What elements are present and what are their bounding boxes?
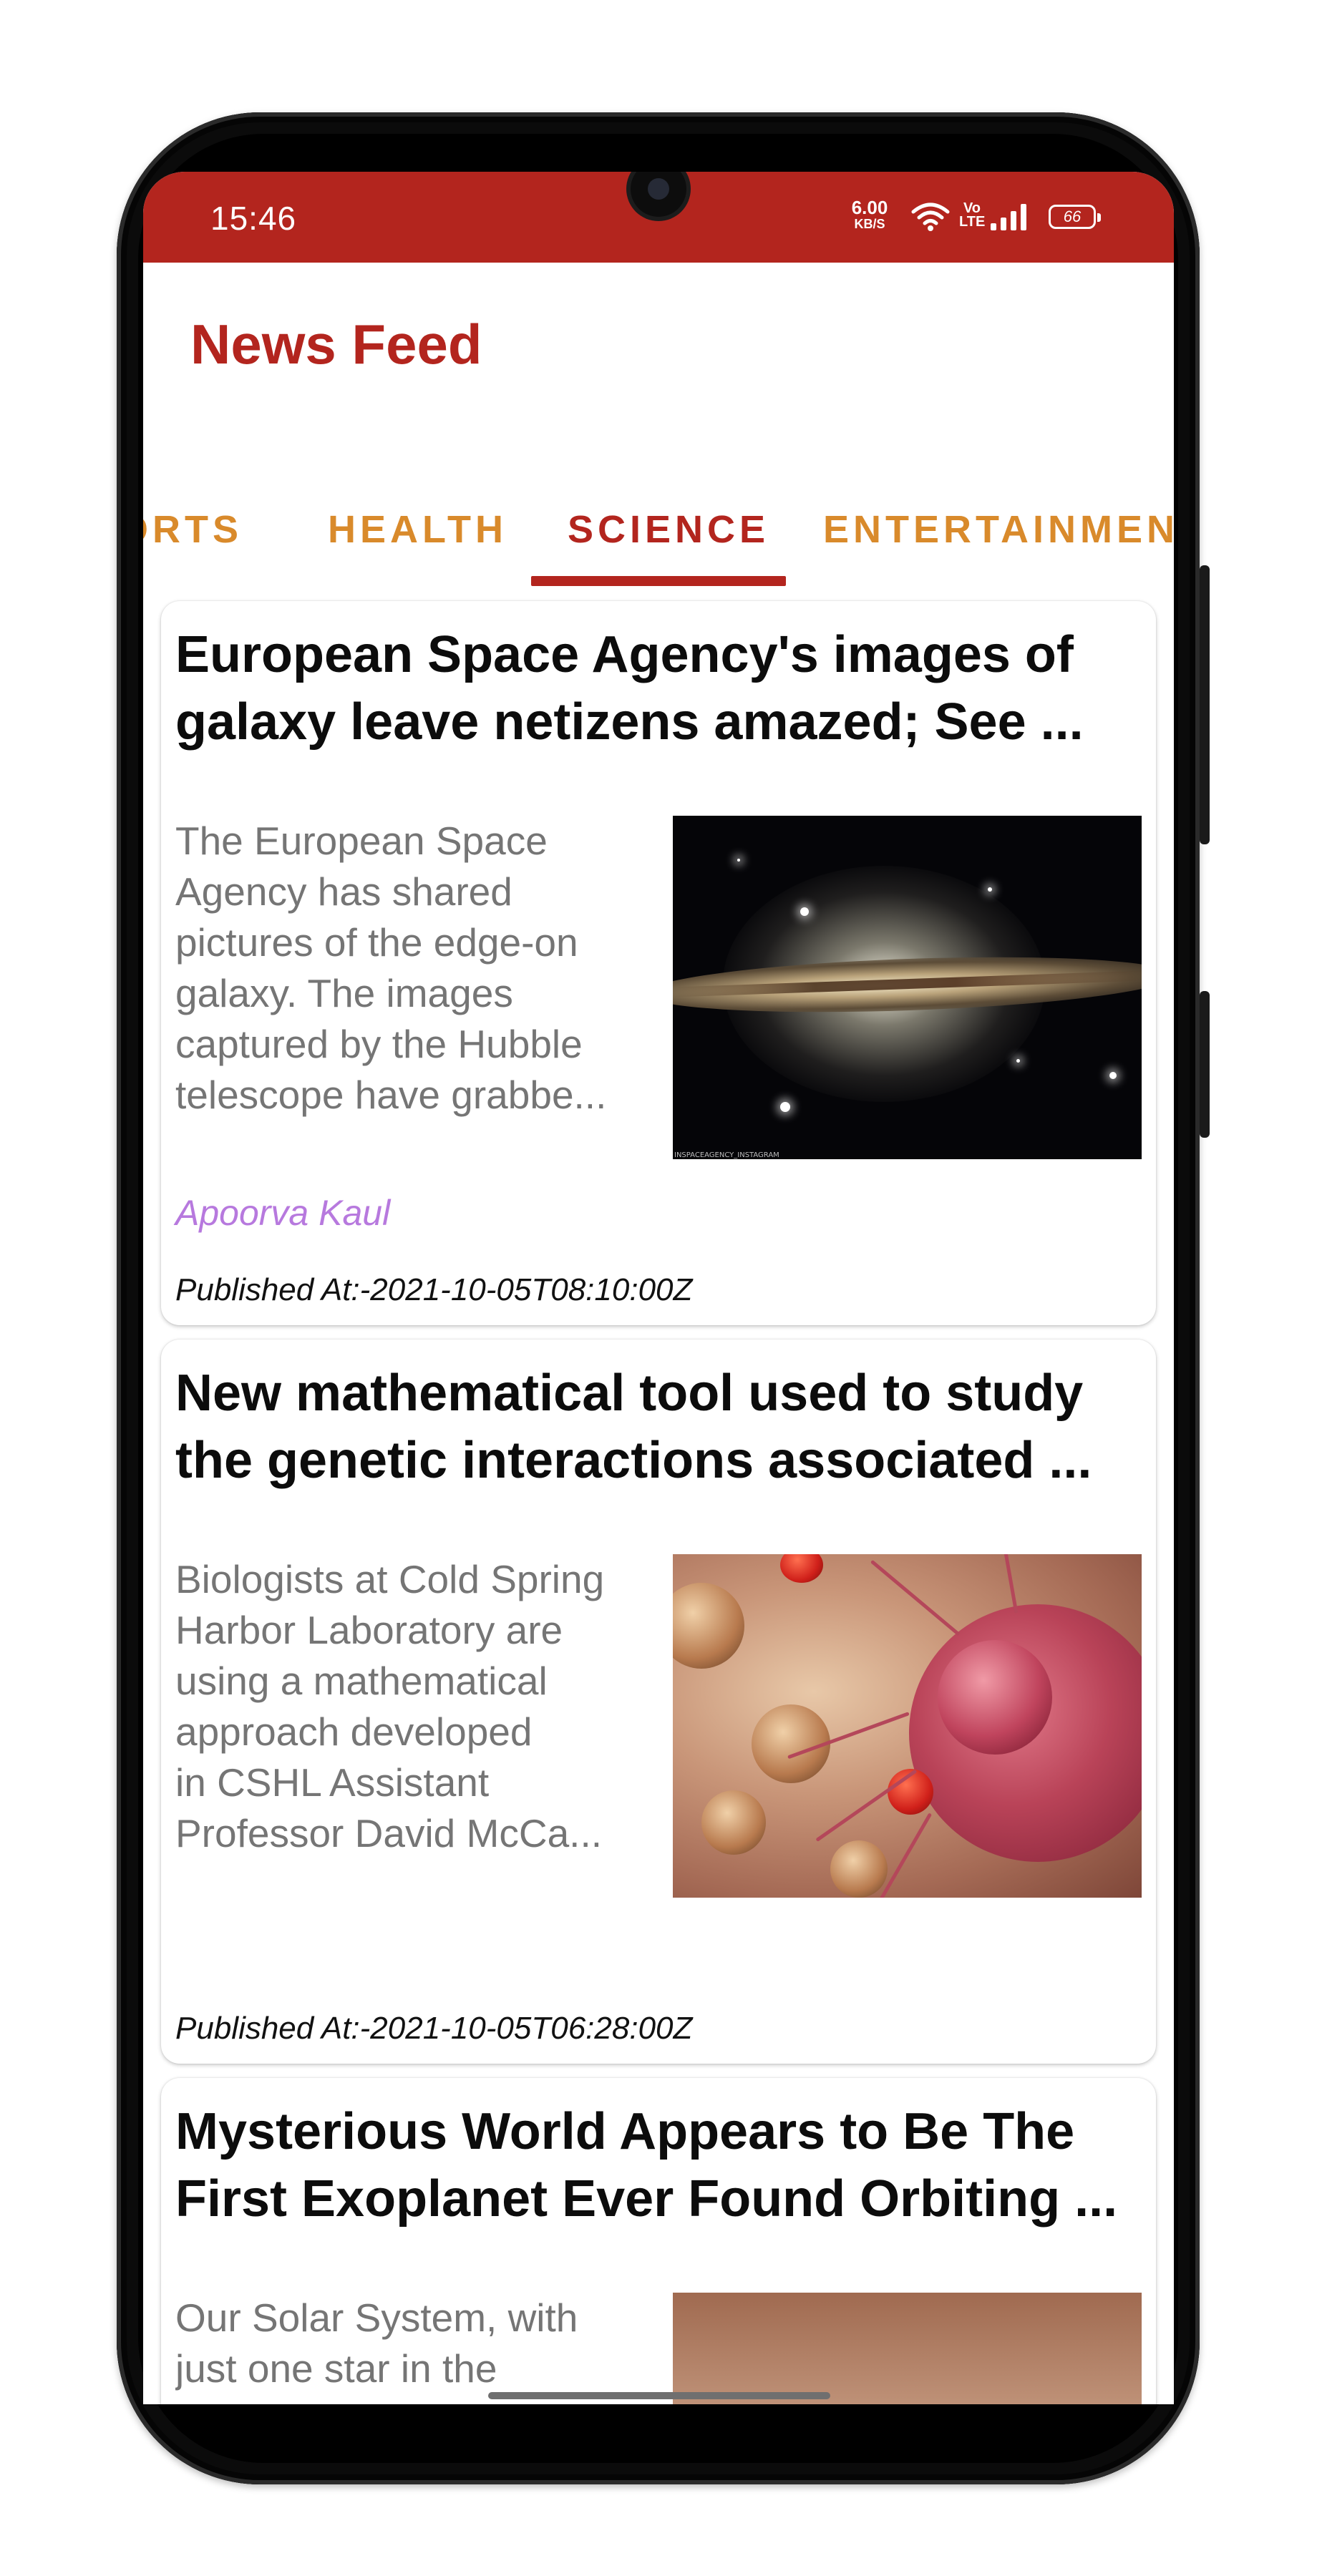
article-published-date: Published At:-2021-10-05T08:10:00Z xyxy=(175,1272,693,1307)
article-description-line: just one star in the xyxy=(175,2346,497,2391)
volume-button xyxy=(1200,565,1210,844)
tab-sports[interactable]: ORTS xyxy=(143,508,243,551)
article-title-line: galaxy leave netizens amazed; See ... xyxy=(175,693,1084,751)
signal-icon xyxy=(991,204,1026,230)
news-card[interactable]: European Space Agency's images of galaxy… xyxy=(161,601,1156,1325)
category-tabs: ORTS HEALTH SCIENCE ENTERTAINMENT xyxy=(143,472,1174,587)
news-card[interactable]: New mathematical tool used to study the … xyxy=(161,1340,1156,2064)
article-description-line: using a mathematical xyxy=(175,1659,548,1703)
image-caption: INSPACEAGENCY_INSTAGRAM xyxy=(674,1151,779,1159)
article-description-line: captured by the Hubble xyxy=(175,1022,583,1066)
article-title-line: Mysterious World Appears to Be The xyxy=(175,2103,1075,2160)
article-description-line: Harbor Laboratory are xyxy=(175,1608,563,1652)
wifi-icon xyxy=(911,203,950,231)
tab-health[interactable]: HEALTH xyxy=(328,508,507,551)
article-image-cells[interactable] xyxy=(673,1554,1142,1898)
article-description-line: Biologists at Cold Spring xyxy=(175,1557,605,1601)
network-speed: 6.00 KB/S xyxy=(841,197,898,231)
tab-science[interactable]: SCIENCE xyxy=(568,508,770,551)
status-time: 15:46 xyxy=(210,200,297,237)
status-bar: 15:46 6.00 KB/S Vo LTE 66 xyxy=(143,172,1174,263)
article-description-line: pictures of the edge-on xyxy=(175,920,578,965)
app-title: News Feed xyxy=(190,313,482,376)
article-description-line: Our Solar System, with xyxy=(175,2296,578,2340)
article-title: European Space Agency's images of galaxy… xyxy=(175,621,1142,756)
article-title: Mysterious World Appears to Be The First… xyxy=(175,2098,1142,2233)
article-description-line: galaxy. The images xyxy=(175,971,513,1015)
article-title: New mathematical tool used to study the … xyxy=(175,1360,1142,1494)
active-tab-indicator xyxy=(531,576,786,586)
article-published-date: Published At:-2021-10-05T06:28:00Z xyxy=(175,2011,693,2046)
article-description-line: approach developed xyxy=(175,1709,533,1754)
home-indicator[interactable] xyxy=(488,2392,830,2399)
front-camera xyxy=(631,172,686,217)
news-card[interactable]: Mysterious World Appears to Be The First… xyxy=(161,2078,1156,2404)
article-title-line: the genetic interactions associated ... xyxy=(175,1432,1092,1489)
article-description: The European Space Agency has shared pic… xyxy=(175,816,648,1121)
article-description-line: telescope have grabbe... xyxy=(175,1073,607,1117)
battery-icon: 66 xyxy=(1049,205,1101,229)
network-speed-unit: KB/S xyxy=(854,217,885,231)
article-description-line: The European Space xyxy=(175,819,548,863)
article-title-line: European Space Agency's images of xyxy=(175,626,1074,683)
article-description-line: in CSHL Assistant xyxy=(175,1760,490,1805)
power-button xyxy=(1200,991,1210,1138)
article-image-galaxy[interactable]: INSPACEAGENCY_INSTAGRAM xyxy=(673,816,1142,1159)
app-screen: 15:46 6.00 KB/S Vo LTE 66 News Feed ORTS… xyxy=(143,172,1174,2404)
network-speed-value: 6.00 xyxy=(851,197,888,218)
article-description-line: Agency has shared xyxy=(175,869,512,914)
volte-indicator: Vo LTE xyxy=(959,200,986,230)
volte-top: Vo xyxy=(963,200,981,216)
article-title-line: New mathematical tool used to study xyxy=(175,1365,1084,1422)
tab-entertainment[interactable]: ENTERTAINMENT xyxy=(823,508,1174,551)
article-description-line: Professor David McCa... xyxy=(175,1811,603,1855)
article-author: Apoorva Kaul xyxy=(175,1193,391,1233)
article-description: Our Solar System, with just one star in … xyxy=(175,2293,648,2394)
article-image-exoplanet[interactable] xyxy=(673,2293,1142,2404)
article-description: Biologists at Cold Spring Harbor Laborat… xyxy=(175,1554,648,1859)
article-title-line: First Exoplanet Ever Found Orbiting ... xyxy=(175,2170,1118,2228)
volte-bottom: LTE xyxy=(959,214,986,230)
